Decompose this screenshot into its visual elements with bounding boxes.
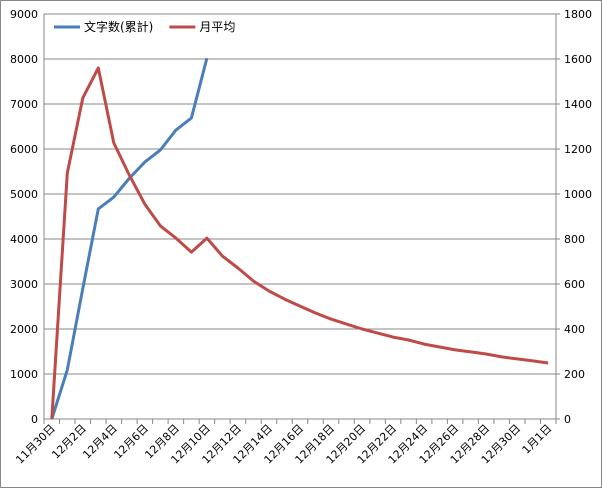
y-tick-label: 9000 (10, 8, 38, 21)
y-tick-label: 3000 (10, 278, 38, 291)
y-tick-label: 0 (31, 413, 38, 426)
y-tick-label: 8000 (10, 53, 38, 66)
y2-tick-label: 400 (564, 323, 585, 336)
y2-tick-label: 800 (564, 233, 585, 246)
y2-tick-label: 1600 (564, 53, 592, 66)
legend-label: 月平均 (199, 20, 235, 34)
y-tick-label: 4000 (10, 233, 38, 246)
y2-tick-label: 1000 (564, 188, 592, 201)
y-tick-label: 6000 (10, 143, 38, 156)
y2-tick-label: 200 (564, 368, 585, 381)
series-line (50, 66, 549, 420)
y-tick-label: 5000 (10, 188, 38, 201)
y-tick-label: 7000 (10, 98, 38, 111)
y2-tick-label: 1400 (564, 98, 592, 111)
y2-tick-label: 1800 (564, 8, 592, 21)
y2-tick-label: 600 (564, 278, 585, 291)
y2-tick-label: 1200 (564, 143, 592, 156)
y-tick-label: 2000 (10, 323, 38, 336)
series-line (50, 57, 209, 420)
y2-tick-label: 0 (564, 413, 571, 426)
legend-label: 文字数(累計) (84, 19, 153, 34)
y-tick-label: 1000 (10, 368, 38, 381)
